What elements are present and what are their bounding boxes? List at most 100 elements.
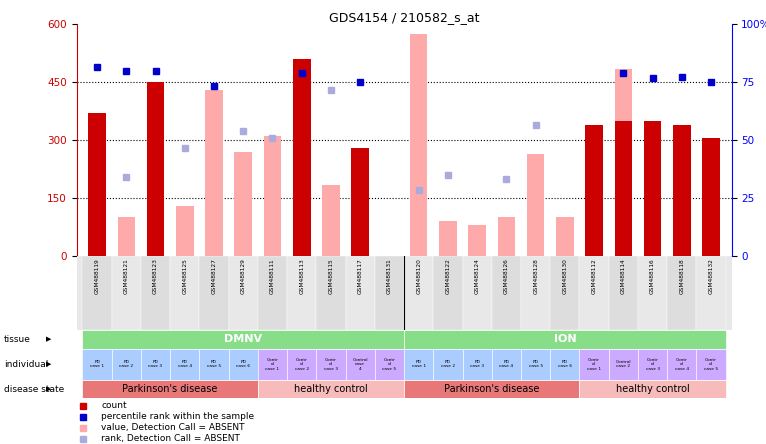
Text: PD
case 4: PD case 4 [499,360,513,369]
Text: Parkinson's disease: Parkinson's disease [123,384,218,394]
Bar [293,59,310,256]
Bar [614,121,632,256]
Text: ▶: ▶ [46,386,51,392]
Bar [88,113,106,256]
Text: value, Detection Call = ABSENT: value, Detection Call = ABSENT [101,424,245,432]
Bar [258,380,404,398]
Text: GSM488123: GSM488123 [153,258,158,294]
Text: GSM488132: GSM488132 [709,258,714,294]
Title: GDS4154 / 210582_s_at: GDS4154 / 210582_s_at [329,12,480,24]
Bar [667,256,696,330]
Text: PD
case 2: PD case 2 [119,360,133,369]
Text: GSM488119: GSM488119 [94,258,100,294]
Bar [667,349,696,380]
Bar [141,349,170,380]
Bar [404,349,434,380]
Bar [702,138,720,256]
Text: ION: ION [554,334,576,345]
Text: PD
case 2: PD case 2 [441,360,455,369]
Bar [258,349,287,380]
Bar [322,185,340,256]
Text: Contr
ol
case 3: Contr ol case 3 [646,358,660,371]
Bar [643,121,661,256]
Bar [228,349,258,380]
Text: Contr
ol
case 5: Contr ol case 5 [704,358,719,371]
Bar [404,330,725,349]
Bar [410,34,427,256]
Text: GSM488115: GSM488115 [329,258,333,294]
Bar [638,349,667,380]
Text: ▶: ▶ [46,361,51,367]
Text: GSM488113: GSM488113 [300,258,304,294]
Bar [316,349,345,380]
Bar [375,256,404,330]
Bar [550,256,580,330]
Bar [609,349,638,380]
Bar [199,256,228,330]
Bar [287,349,316,380]
Text: Contr
ol
case 5: Contr ol case 5 [382,358,397,371]
Bar [580,380,725,398]
Text: disease state: disease state [4,385,64,394]
Bar [609,256,638,330]
Bar [521,256,550,330]
Bar [83,256,112,330]
Bar [468,225,486,256]
Text: PD
case 3: PD case 3 [470,360,484,369]
Bar [147,82,165,256]
Bar [112,256,141,330]
Bar [614,69,632,256]
Text: healthy control: healthy control [616,384,689,394]
Text: GSM488117: GSM488117 [358,258,363,294]
Bar [199,349,228,380]
Text: Contr
ol
case 3: Contr ol case 3 [324,358,338,371]
Text: GSM488118: GSM488118 [679,258,684,294]
Text: GSM488127: GSM488127 [211,258,217,294]
Bar [234,152,252,256]
Bar [228,256,258,330]
Bar [434,256,463,330]
Text: GSM488116: GSM488116 [650,258,655,294]
Text: Parkinson's disease: Parkinson's disease [444,384,539,394]
Text: DMNV: DMNV [224,334,262,345]
Text: GSM488125: GSM488125 [182,258,187,294]
Bar [673,125,691,256]
Bar [434,349,463,380]
Bar [404,256,434,330]
Text: PD
case 5: PD case 5 [529,360,543,369]
Text: PD
case 6: PD case 6 [558,360,572,369]
Text: GSM488121: GSM488121 [124,258,129,294]
Bar [170,256,199,330]
Bar [176,206,194,256]
Text: rank, Detection Call = ABSENT: rank, Detection Call = ABSENT [101,434,241,443]
Bar [258,256,287,330]
Bar [83,349,112,380]
Text: GSM488114: GSM488114 [621,258,626,294]
Bar [170,349,199,380]
Bar [696,349,725,380]
Text: GSM488131: GSM488131 [387,258,392,294]
Text: PD
case 5: PD case 5 [207,360,221,369]
Text: PD
case 4: PD case 4 [178,360,192,369]
Text: percentile rank within the sample: percentile rank within the sample [101,412,254,421]
Text: healthy control: healthy control [294,384,368,394]
Bar [463,256,492,330]
Bar [521,349,550,380]
Text: count: count [101,401,127,410]
Bar [375,349,404,380]
Bar [492,349,521,380]
Text: GSM488126: GSM488126 [504,258,509,294]
Bar [498,218,516,256]
Text: GSM488111: GSM488111 [270,258,275,294]
Text: GSM488129: GSM488129 [241,258,246,294]
Bar [556,218,574,256]
Bar [580,256,609,330]
Bar [83,330,404,349]
Bar [345,349,375,380]
Bar [696,256,725,330]
Text: GSM488130: GSM488130 [562,258,568,294]
Bar [205,90,223,256]
Bar [117,218,135,256]
Text: GSM488120: GSM488120 [416,258,421,294]
Bar [264,136,281,256]
